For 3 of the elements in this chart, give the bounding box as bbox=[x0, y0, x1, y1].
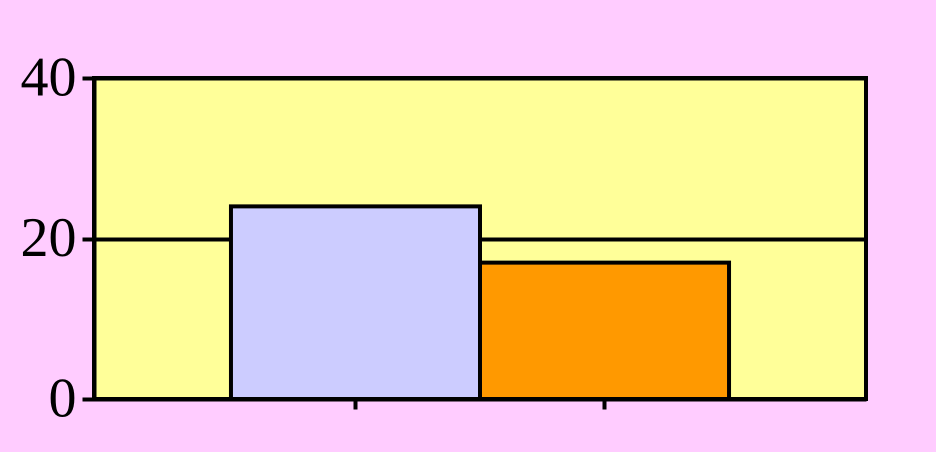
y-tick-label: 40 bbox=[20, 46, 76, 108]
y-tick-label: 20 bbox=[20, 207, 76, 269]
y-tick-label: 0 bbox=[48, 368, 76, 430]
